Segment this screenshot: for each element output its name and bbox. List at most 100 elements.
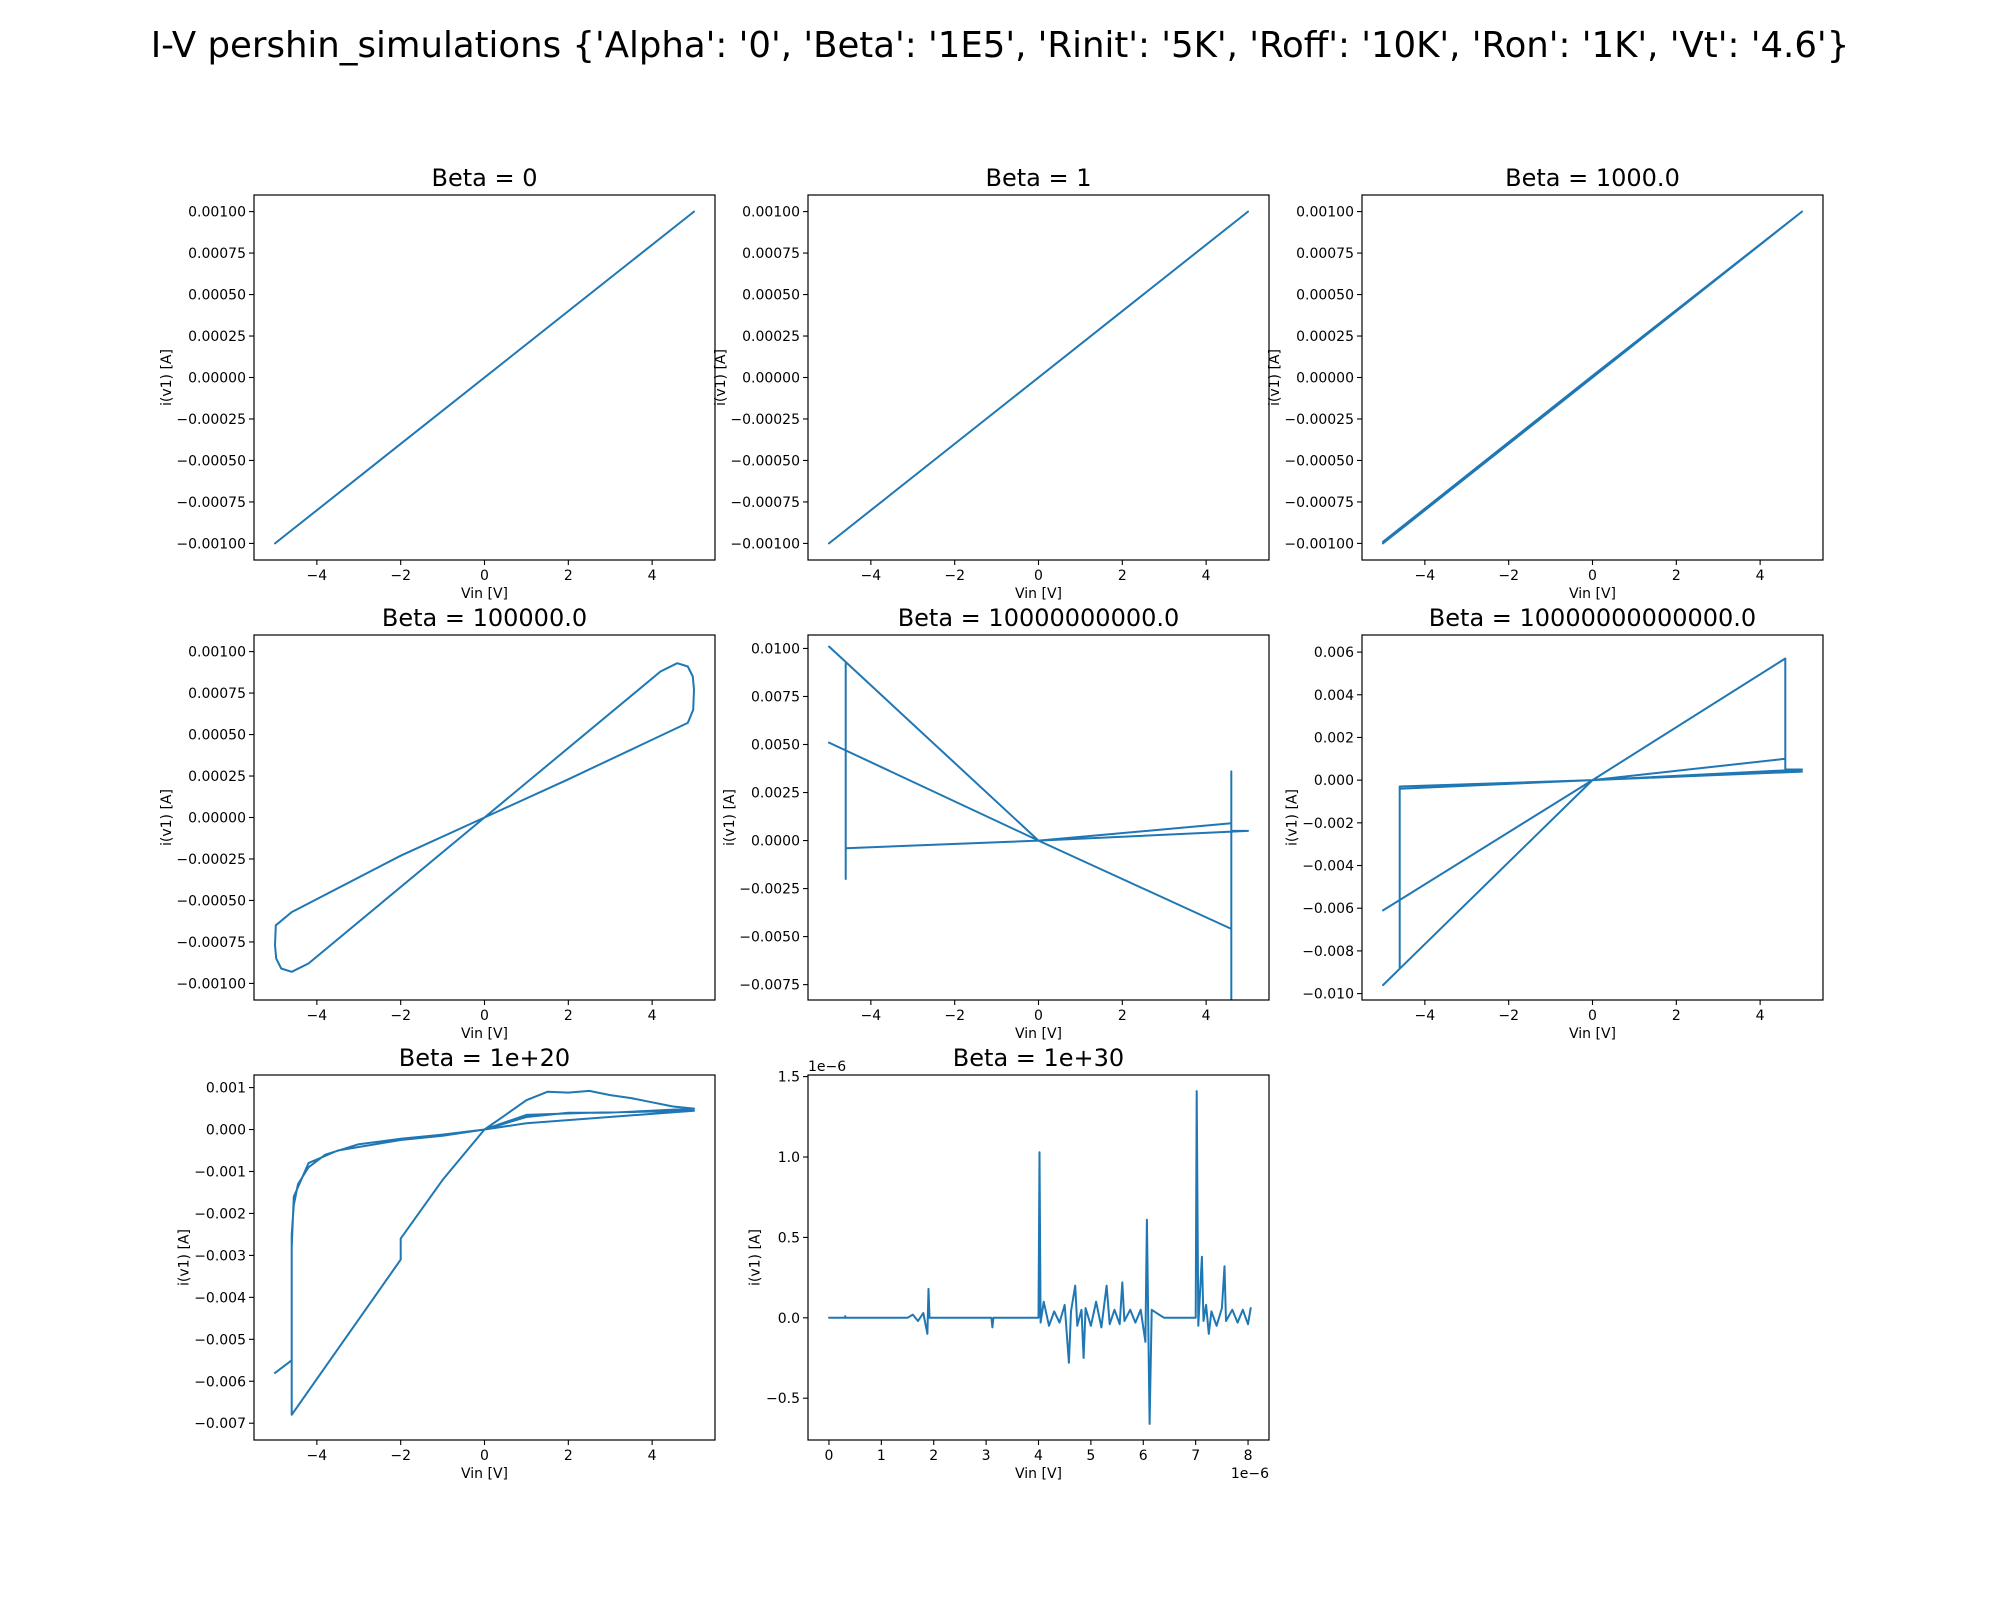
y-tick-label: −0.00100 xyxy=(176,536,246,552)
x-tick-label: 4 xyxy=(648,1448,657,1464)
y-tick-label: −0.00075 xyxy=(176,935,246,951)
chart-panel-8: Beta = 1e+30 0 1 2 3 4 5 6 7 8 −0.5 0.0 0.5 1.0 1.5 Vin… xyxy=(748,1044,1270,1482)
series-line-1 xyxy=(274,210,695,545)
y-tick-label: −0.004 xyxy=(194,1290,246,1306)
x-axis-label: Vin [V] xyxy=(461,1026,508,1042)
y-tick-label: −0.0025 xyxy=(739,882,800,898)
y-tick-label: −0.00075 xyxy=(176,495,246,511)
x-tick-label: 0 xyxy=(1588,568,1597,584)
panel-title: Beta = 0 xyxy=(432,164,538,192)
y-tick-label: −0.00050 xyxy=(176,453,246,469)
series-line-1 xyxy=(1382,657,1803,987)
panel-title: Beta = 1 xyxy=(986,164,1092,192)
x-tick-label: 0 xyxy=(1034,568,1043,584)
x-offset-label: 1e−6 xyxy=(1231,1466,1269,1482)
x-axis-label: Vin [V] xyxy=(461,1466,508,1482)
y-tick-label: −0.006 xyxy=(194,1374,246,1390)
axes-frame xyxy=(253,634,716,1001)
x-tick-label: 0 xyxy=(824,1448,833,1464)
panel-title: Beta = 100000.0 xyxy=(382,604,587,632)
y-tick-label: 1.0 xyxy=(778,1150,800,1166)
y-tick-label: 0.00050 xyxy=(188,728,246,744)
axes-frame xyxy=(253,194,716,561)
y-tick-label: −0.008 xyxy=(1302,944,1354,960)
y-tick-label: 0.006 xyxy=(1314,645,1354,661)
x-tick-label: 2 xyxy=(1118,1008,1127,1024)
panel-title: Beta = 10000000000000.0 xyxy=(1429,604,1756,632)
y-tick-label: 0.00000 xyxy=(188,371,246,387)
y-tick-label: 0.00000 xyxy=(742,371,800,387)
y-tick-label: 0.00050 xyxy=(742,288,800,304)
series-line-1 xyxy=(828,645,1249,1000)
x-tick-label: −4 xyxy=(861,1008,882,1024)
y-tick-label: −0.001 xyxy=(194,1164,246,1180)
y-tick-label: −0.005 xyxy=(194,1332,246,1348)
y-tick-label: 0.00100 xyxy=(1296,205,1354,221)
y-tick-label: 0.00025 xyxy=(188,769,246,785)
series-line-1 xyxy=(828,1090,1252,1425)
x-tick-label: 2 xyxy=(564,1008,573,1024)
y-tick-label: −0.003 xyxy=(194,1248,246,1264)
y-tick-label: −0.00025 xyxy=(730,412,800,428)
y-tick-label: 0.000 xyxy=(206,1123,246,1139)
y-tick-label: 0.00025 xyxy=(1296,329,1354,345)
y-tick-label: 0.0 xyxy=(778,1311,800,1327)
axes-frame xyxy=(807,634,1270,1001)
x-tick-label: 2 xyxy=(1118,568,1127,584)
x-tick-label: −2 xyxy=(944,1008,965,1024)
x-tick-label: 0 xyxy=(480,1008,489,1024)
x-tick-label: 5 xyxy=(1086,1448,1095,1464)
y-tick-label: 0.00075 xyxy=(188,686,246,702)
x-tick-label: 4 xyxy=(1202,1008,1211,1024)
y-axis-label: i(v1) [A] xyxy=(1284,789,1300,846)
y-tick-label: −0.00075 xyxy=(1284,495,1354,511)
panel-title: Beta = 1e+30 xyxy=(953,1044,1124,1072)
chart-panel-6: Beta = 10000000000000.0 −4 −2 0 2 4 −0.010 −0.0… xyxy=(1284,604,1824,1042)
y-tick-label: 0.00000 xyxy=(1296,371,1354,387)
y-tick-label: 0.00075 xyxy=(188,246,246,262)
x-axis-label: Vin [V] xyxy=(1015,1466,1062,1482)
x-tick-label: −2 xyxy=(390,1448,411,1464)
x-tick-label: 0 xyxy=(480,568,489,584)
x-tick-label: 4 xyxy=(1034,1448,1043,1464)
x-tick-label: 2 xyxy=(1672,568,1681,584)
x-tick-label: 4 xyxy=(1756,568,1765,584)
y-tick-label: 0.00050 xyxy=(1296,288,1354,304)
x-tick-label: 4 xyxy=(1756,1008,1765,1024)
y-axis-label: i(v1) [A] xyxy=(722,789,738,846)
x-tick-label: −4 xyxy=(1415,1008,1436,1024)
x-axis-label: Vin [V] xyxy=(1015,1026,1062,1042)
x-tick-label: −2 xyxy=(1498,568,1519,584)
chart-panel-7: Beta = 1e+20 −4 −2 0 2 4 −0.007 −0.006 −0.005 −0.… xyxy=(176,1044,716,1482)
y-offset-label: 1e−6 xyxy=(808,1059,846,1075)
series-line-1 xyxy=(274,1089,695,1416)
x-tick-label: −4 xyxy=(307,1008,328,1024)
y-tick-label: −0.00050 xyxy=(1284,453,1354,469)
y-axis-label: i(v1) [A] xyxy=(159,349,175,406)
x-tick-label: 2 xyxy=(1672,1008,1681,1024)
chart-panel-3: Beta = 1000.0 −4 −2 0 2 4 −0.00100 −0.00075 −0.0… xyxy=(1267,164,1824,602)
y-tick-label: −0.00050 xyxy=(730,453,800,469)
y-tick-label: −0.00100 xyxy=(176,976,246,992)
x-tick-label: 0 xyxy=(1588,1008,1597,1024)
figure-suptitle: I-V pershin_simulations {'Alpha': '0', '… xyxy=(151,25,1850,66)
y-tick-label: 0.00100 xyxy=(188,205,246,221)
y-tick-label: −0.007 xyxy=(194,1416,246,1432)
y-axis-label: i(v1) [A] xyxy=(159,789,175,846)
y-tick-label: −0.010 xyxy=(1302,987,1354,1003)
x-tick-label: 4 xyxy=(648,1008,657,1024)
axes-frame xyxy=(1361,634,1824,1001)
chart-panel-4: Beta = 100000.0 −4 −2 0 2 4 −0.00100 −0.00075 −0… xyxy=(159,604,716,1042)
panel-title: Beta = 1e+20 xyxy=(399,1044,570,1072)
panel-title: Beta = 10000000000.0 xyxy=(898,604,1180,632)
x-tick-label: −2 xyxy=(944,568,965,584)
series-line-1 xyxy=(1382,210,1803,545)
y-tick-label: 0.00075 xyxy=(742,246,800,262)
y-tick-label: 0.001 xyxy=(206,1081,246,1097)
y-tick-label: −0.002 xyxy=(194,1206,246,1222)
y-tick-label: −0.00025 xyxy=(176,852,246,868)
y-axis-label: i(v1) [A] xyxy=(176,1229,192,1286)
y-tick-label: 0.004 xyxy=(1314,688,1354,704)
y-tick-label: 1.5 xyxy=(778,1070,800,1086)
